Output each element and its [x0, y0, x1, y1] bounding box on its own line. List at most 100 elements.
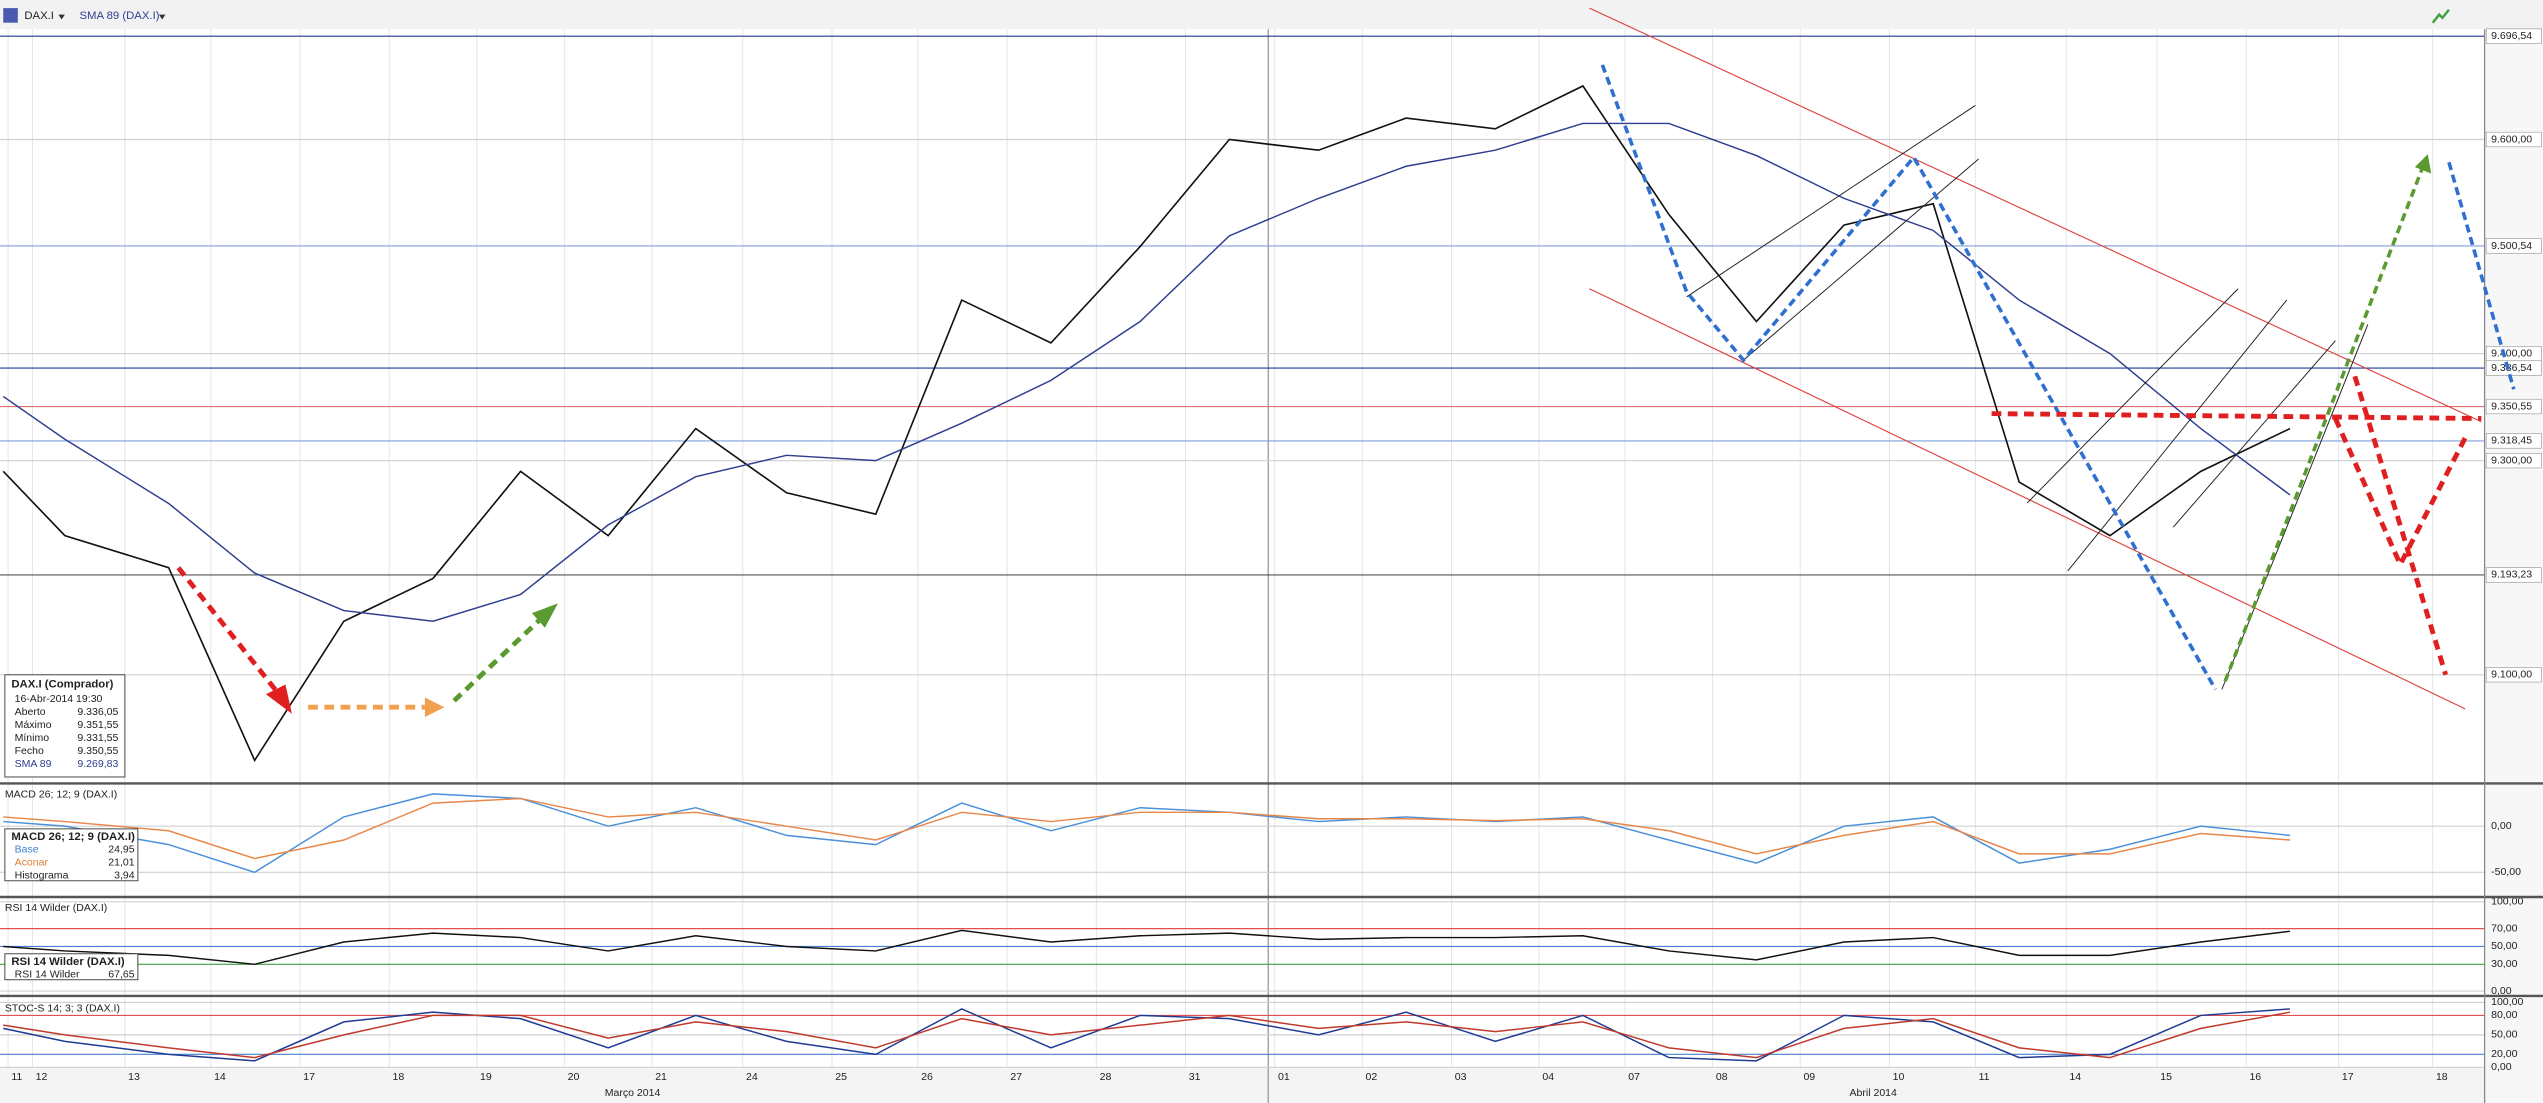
- drawings: [176, 7, 2516, 717]
- projection-green[interactable]: [2223, 161, 2427, 682]
- y-tick-label: 50,00: [2491, 940, 2517, 952]
- info-name: SMA 89: [15, 758, 52, 770]
- projection-red[interactable]: [2333, 417, 2468, 571]
- y-tick-label: 9.318,45: [2491, 435, 2532, 447]
- legend-value: 21,01: [108, 857, 134, 869]
- arrow-head: [424, 697, 445, 717]
- date-label: 24: [746, 1071, 758, 1083]
- legend-box: [4, 953, 139, 981]
- legend-name: Histograma: [15, 870, 69, 882]
- trend-line[interactable]: [1743, 158, 1979, 361]
- y-tick-label: 30,00: [2491, 958, 2517, 970]
- panel-title: MACD 26; 12; 9 (DAX.I): [5, 789, 117, 801]
- date-label: 10: [1893, 1071, 1905, 1083]
- y-tick-label: 20,00: [2491, 1048, 2517, 1060]
- date-label: 02: [1366, 1071, 1378, 1083]
- date-label: 03: [1455, 1071, 1467, 1083]
- y-tick-label: 9.386,54: [2491, 362, 2532, 374]
- date-label: 13: [128, 1071, 140, 1083]
- y-tick-label: 0,00: [2491, 985, 2512, 997]
- arrow-head: [2414, 154, 2432, 174]
- y-tick-label: 0,00: [2491, 1061, 2512, 1073]
- trend-line[interactable]: [2067, 299, 2288, 572]
- info-name: Máximo: [15, 719, 52, 731]
- tick-label-box: [2485, 238, 2542, 254]
- trend-line[interactable]: [2172, 340, 2336, 528]
- series-line: [3, 793, 2291, 874]
- channel-line[interactable]: [1589, 7, 2482, 423]
- y-tick-label: 0,00: [2491, 820, 2512, 832]
- date-label: 01: [1278, 1071, 1290, 1083]
- date-label: 11: [11, 1071, 22, 1083]
- status-icon: [2431, 8, 2450, 24]
- date-label: 04: [1542, 1071, 1554, 1083]
- projection-blue[interactable]: [1600, 64, 2217, 691]
- y-tick-label: 100,00: [2491, 896, 2523, 908]
- date-label: 17: [303, 1071, 315, 1083]
- date-label: 19: [480, 1071, 492, 1083]
- trend-line[interactable]: [2026, 288, 2239, 504]
- tick-label-box: [2485, 567, 2542, 583]
- info-frame: [4, 674, 126, 778]
- y-tick-label: -50,00: [2491, 866, 2521, 878]
- plot-layer: 11 12 13 14 17 18 19 20 21 24 25 26 27 28 31 01 02 03 04 07…: [0, 28, 2542, 1103]
- info-value: 9.331,55: [77, 732, 118, 744]
- dropdown-arrow[interactable]: [158, 14, 166, 20]
- info-name: Aberto: [15, 706, 46, 718]
- date-label: 31: [1189, 1071, 1201, 1083]
- date-label: 09: [1803, 1071, 1815, 1083]
- series-line: [3, 929, 2291, 966]
- legend-value: 67,65: [108, 969, 134, 981]
- y-tick-label: 9.193,23: [2491, 569, 2532, 581]
- legend-name: RSI 14 Wilder: [15, 969, 80, 981]
- info-value: 9.269,83: [77, 758, 118, 770]
- dropdown-arrow[interactable]: [58, 14, 65, 20]
- month-label: Março 2014: [605, 1087, 661, 1099]
- y-tick-label: 9.350,55: [2491, 400, 2532, 412]
- toolbar: [0, 0, 2543, 30]
- tick-label-box: [2485, 453, 2542, 469]
- panel-title: STOC-S 14; 3; 3 (DAX.I): [5, 1003, 120, 1015]
- date-label: 17: [2342, 1071, 2354, 1083]
- series-line: [2, 122, 2291, 622]
- date-label: 14: [214, 1071, 226, 1083]
- projection-red[interactable]: [176, 566, 281, 696]
- projection-red[interactable]: [2352, 375, 2449, 676]
- date-label: 16: [2249, 1071, 2261, 1083]
- info-value: 9.350,55: [77, 745, 118, 757]
- legend-title: RSI 14 Wilder (DAX.I): [11, 956, 125, 968]
- legend-title: MACD 26; 12; 9 (DAX.I): [11, 831, 135, 843]
- channel-line[interactable]: [1589, 288, 2466, 710]
- time-axis: [0, 1067, 2485, 1103]
- price-axis: [2484, 29, 2543, 1103]
- projection-red[interactable]: [1991, 411, 2482, 421]
- date-label: 26: [921, 1071, 933, 1083]
- tick-label-box: [2485, 360, 2542, 376]
- projection-green[interactable]: [452, 616, 544, 703]
- series-line: [3, 797, 2291, 860]
- date-label: 12: [36, 1071, 48, 1083]
- panel-title: RSI 14 Wilder (DAX.I): [5, 902, 107, 914]
- y-tick-label: 9.300,00: [2491, 454, 2532, 466]
- info-value: 9.351,55: [77, 719, 118, 731]
- date-label: 25: [835, 1071, 847, 1083]
- y-tick-label: 9.696,54: [2491, 30, 2532, 42]
- indicator-label[interactable]: SMA 89 (DAX.I): [79, 10, 159, 22]
- trend-line[interactable]: [1686, 105, 1976, 298]
- info-date: 16-Abr-2014 19:30: [15, 693, 103, 705]
- arrow-head: [265, 684, 292, 714]
- tick-label-box: [2485, 433, 2542, 449]
- date-label: 14: [2069, 1071, 2081, 1083]
- date-label: 15: [2160, 1071, 2172, 1083]
- tick-label-box: [2485, 28, 2542, 44]
- projection-blue[interactable]: [2447, 161, 2516, 390]
- y-tick-label: 100,00: [2491, 996, 2523, 1008]
- info-name: Mínimo: [15, 732, 50, 744]
- arrow-head: [531, 603, 558, 628]
- y-tick-label: 9.400,00: [2491, 347, 2532, 359]
- series-line: [3, 1008, 2291, 1062]
- y-tick-label: 9.500,54: [2491, 240, 2532, 252]
- date-label: 11: [1979, 1071, 1990, 1083]
- info-title: DAX.I (Comprador): [11, 679, 113, 691]
- symbol-label[interactable]: DAX.I: [24, 10, 54, 22]
